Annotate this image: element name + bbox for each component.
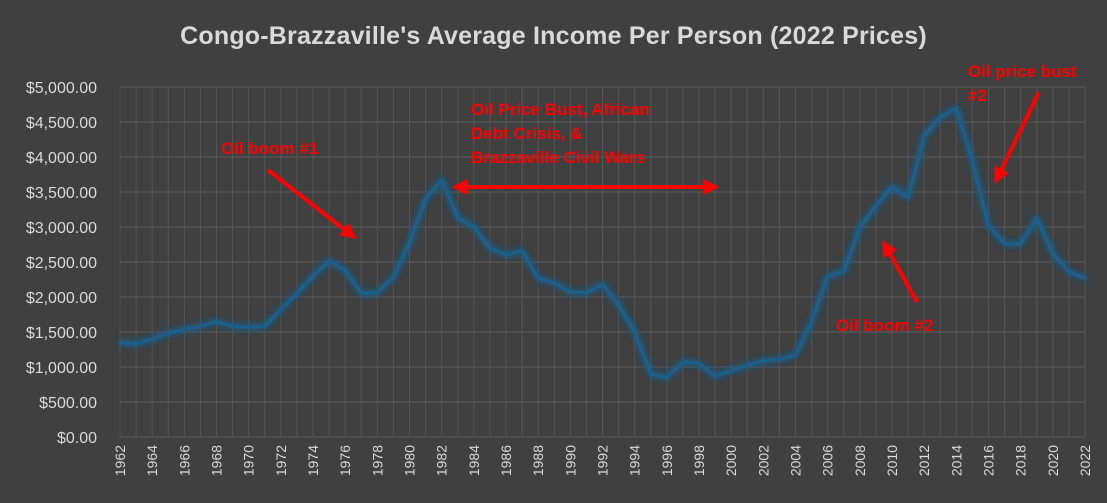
y-tick-label: $3,500.00 <box>26 185 97 202</box>
arrow-oil-boom-2 <box>882 240 919 303</box>
y-tick-label: $1,500.00 <box>26 325 97 342</box>
arrow-oil-bust-2 <box>994 91 1041 184</box>
y-tick-label: $2,000.00 <box>26 290 97 307</box>
y-tick-label: $4,000.00 <box>26 150 97 167</box>
x-tick-label: 2018 <box>1013 445 1029 476</box>
x-tick-label: 1962 <box>112 445 128 476</box>
y-axis: $0.00 $500.00 $1,000.00 $1,500.00 $2,000.00 $… <box>26 80 97 447</box>
y-tick-label: $500.00 <box>39 395 97 412</box>
x-tick-label: 1988 <box>530 445 546 476</box>
series-layer <box>118 106 1087 380</box>
y-tick-label: $5,000.00 <box>26 80 97 97</box>
gridlines <box>119 86 1086 438</box>
x-tick-label: 1964 <box>144 445 160 476</box>
y-tick-label: $3,000.00 <box>26 220 97 237</box>
x-tick-label: 1986 <box>498 445 514 476</box>
x-tick-label: 2004 <box>788 445 804 476</box>
x-tick-label: 1994 <box>627 445 643 476</box>
x-tick-label: 1996 <box>659 445 675 476</box>
x-tick-label: 1992 <box>595 445 611 476</box>
annotation-oil-bust-2: Oil price bust #2 <box>968 62 1077 105</box>
x-tick-label: 1966 <box>176 445 192 476</box>
x-tick-label: 1972 <box>273 445 289 476</box>
x-tick-label: 1968 <box>209 445 225 476</box>
x-tick-label: 1998 <box>691 445 707 476</box>
x-tick-label: 1980 <box>402 445 418 476</box>
x-tick-label: 2016 <box>981 445 997 476</box>
x-tick-label: 1982 <box>434 445 450 476</box>
x-tick-label: 1984 <box>466 445 482 476</box>
annotation-oil-boom-2: Oil boom #2 <box>836 316 934 335</box>
annotation-arrows <box>266 91 1041 303</box>
x-tick-label: 1978 <box>369 445 385 476</box>
x-tick-label: 1990 <box>562 445 578 476</box>
x-axis: 1962 1964 1966 1968 1970 1972 1974 1976 1978 1980… <box>112 445 1093 476</box>
y-tick-label: $2,500.00 <box>26 255 97 272</box>
annotation-oil-bust: Oil Price Bust, African Debt Crisis, & B… <box>471 100 650 167</box>
x-tick-label: 2010 <box>884 445 900 476</box>
x-tick-label: 2022 <box>1077 445 1093 476</box>
x-tick-label: 1974 <box>305 445 321 476</box>
series-line-0 <box>118 106 1087 380</box>
y-tick-label: $0.00 <box>57 430 97 447</box>
x-tick-label: 2000 <box>723 445 739 476</box>
arrow-oil-boom-1 <box>266 168 357 239</box>
x-tick-label: 1970 <box>241 445 257 476</box>
y-tick-label: $4,500.00 <box>26 115 97 132</box>
chart-title: Congo-Brazzaville's Average Income Per P… <box>180 22 927 50</box>
y-tick-label: $1,000.00 <box>26 360 97 377</box>
x-tick-label: 2014 <box>948 445 964 476</box>
x-tick-label: 2008 <box>852 445 868 476</box>
x-tick-label: 2020 <box>1045 445 1061 476</box>
x-tick-label: 2006 <box>820 445 836 476</box>
x-tick-label: 1976 <box>337 445 353 476</box>
x-tick-label: 2012 <box>916 445 932 476</box>
annotation-oil-boom-1: Oil boom #1 <box>221 139 319 158</box>
x-tick-label: 2002 <box>755 445 771 476</box>
